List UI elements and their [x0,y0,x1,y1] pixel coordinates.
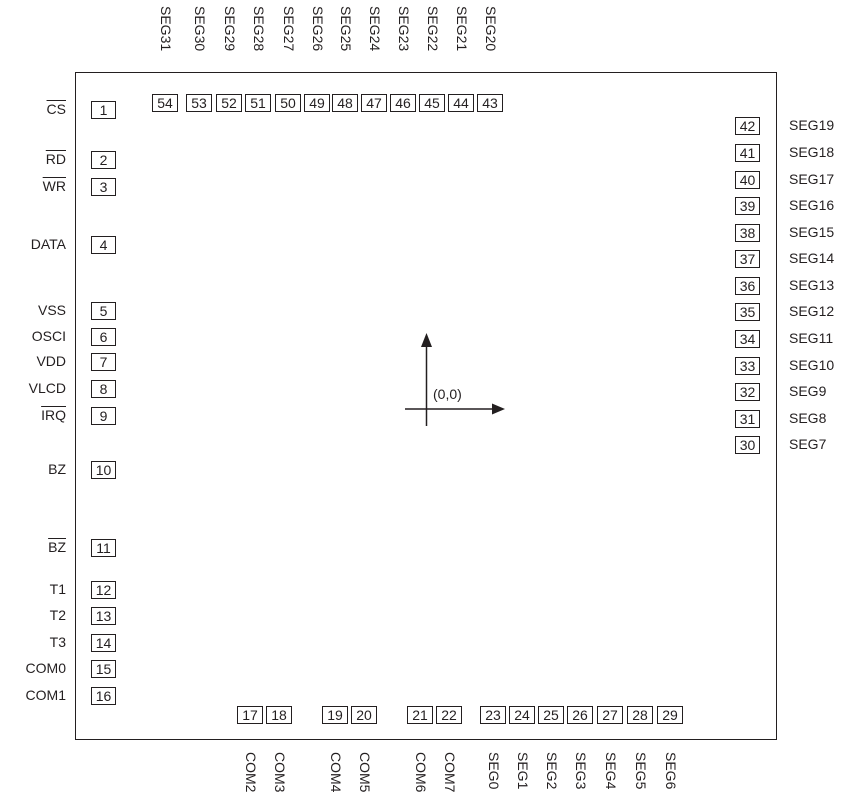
pad-51: 51 [245,94,271,112]
pin-label-seg16: SEG16 [789,197,835,213]
pin-label-t1: T1 [49,581,66,597]
pad-53: 53 [186,94,212,112]
pin-label-seg14: SEG14 [789,250,835,266]
pad-50: 50 [275,94,301,112]
pad-7: 7 [91,353,116,371]
pad-28: 28 [627,706,653,724]
pin-label-seg17: SEG17 [789,171,835,187]
origin-label: (0,0) [433,386,462,402]
pad-19: 19 [322,706,348,724]
pin-label-seg19: SEG19 [789,117,835,133]
pad-25: 25 [538,706,564,724]
pad-3: 3 [91,178,116,196]
pad-24: 24 [509,706,535,724]
pin-label-seg10: SEG10 [789,357,835,373]
pad-20: 20 [351,706,377,724]
pin-label-seg12: SEG12 [789,303,835,319]
pad-11: 11 [91,539,116,557]
pad-33: 33 [735,357,760,375]
pad-16: 16 [91,687,116,705]
pad-46: 46 [390,94,416,112]
pad-27: 27 [597,706,623,724]
pin-label-t2: T2 [49,607,66,623]
pin-label-t3: T3 [49,634,66,650]
pad-17: 17 [237,706,263,724]
pad-9: 9 [91,407,116,425]
pad-44: 44 [448,94,474,112]
pad-13: 13 [91,607,116,625]
pad-14: 14 [91,634,116,652]
pad-30: 30 [735,436,760,454]
pad-40: 40 [735,171,760,189]
pad-1: 1 [91,101,116,119]
pad-6: 6 [91,328,116,346]
pad-45: 45 [419,94,445,112]
pad-48: 48 [332,94,358,112]
pad-42: 42 [735,117,760,135]
pin-label-data: DATA [30,236,66,252]
pin-label-rd-bar: RD [45,151,66,167]
pad-49: 49 [304,94,330,112]
pin-label-com1: COM1 [25,687,66,703]
pad-37: 37 [735,250,760,268]
pin-label-bz-bar: BZ [48,539,66,555]
pad-2: 2 [91,151,116,169]
pin-label-wr-bar: WR [42,178,66,194]
pin-label-bz: BZ [48,461,66,477]
pin-label-irq-bar: IRQ [41,407,66,423]
pin-label-osci: OSCI [31,328,66,344]
pad-43: 43 [477,94,503,112]
pad-8: 8 [91,380,116,398]
pad-38: 38 [735,224,760,242]
pin-label-vdd: VDD [36,353,66,369]
pad-23: 23 [480,706,506,724]
pin-label-seg9: SEG9 [789,383,827,399]
pin-label-seg7: SEG7 [789,436,827,452]
pad-29: 29 [657,706,683,724]
chip-die-outline [75,72,777,740]
pad-32: 32 [735,383,760,401]
pin-label-seg8: SEG8 [789,410,827,426]
pad-12: 12 [91,581,116,599]
pad-26: 26 [567,706,593,724]
pad-21: 21 [407,706,433,724]
pad-15: 15 [91,660,116,678]
pin-label-com0: COM0 [25,660,66,676]
pin-label-vlcd: VLCD [28,380,66,396]
pad-52: 52 [216,94,242,112]
pad-18: 18 [266,706,292,724]
pad-41: 41 [735,144,760,162]
pin-label-seg11: SEG11 [789,330,834,346]
pin-label-vss: VSS [37,302,66,318]
pad-39: 39 [735,197,760,215]
pad-31: 31 [735,410,760,428]
pin-label-seg13: SEG13 [789,277,835,293]
pad-34: 34 [735,330,760,348]
pin-label-seg15: SEG15 [789,224,835,240]
pad-5: 5 [91,302,116,320]
y-axis-arrowhead [421,333,432,347]
pin-label-seg18: SEG18 [789,144,835,160]
pad-36: 36 [735,277,760,295]
pin-label-cs-bar: CS [46,101,66,117]
pad-54: 54 [152,94,178,112]
pad-22: 22 [436,706,462,724]
pad-47: 47 [361,94,387,112]
pad-4: 4 [91,236,116,254]
pad-10: 10 [91,461,116,479]
pad-35: 35 [735,303,760,321]
x-axis-arrowhead [492,403,505,415]
